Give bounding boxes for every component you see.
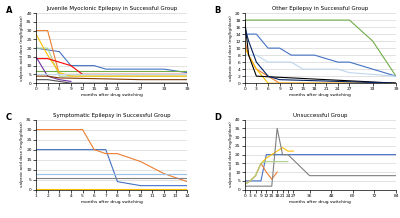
Y-axis label: valproic acid dose (mg/kg/dose): valproic acid dose (mg/kg/dose)	[229, 122, 233, 187]
Y-axis label: valproic acid dose (mg/kg/dose): valproic acid dose (mg/kg/dose)	[229, 15, 233, 81]
Title: Symptomatic Epilepsy in Successful Group: Symptomatic Epilepsy in Successful Group	[53, 113, 170, 118]
Text: D: D	[214, 112, 222, 122]
X-axis label: months after drug switching: months after drug switching	[81, 200, 142, 204]
Text: C: C	[6, 112, 12, 122]
X-axis label: months after drug switching: months after drug switching	[81, 93, 142, 97]
X-axis label: months after drug switching: months after drug switching	[290, 93, 351, 97]
Title: Juvenile Myoclonic Epilepsy in Successful Group: Juvenile Myoclonic Epilepsy in Successfu…	[46, 6, 177, 11]
Title: Unsuccessful Group: Unsuccessful Group	[293, 113, 348, 118]
Text: B: B	[214, 6, 221, 15]
Title: Other Epilepsy in Successful Group: Other Epilepsy in Successful Group	[272, 6, 368, 11]
Y-axis label: valproic acid dose (mg/kg/dose): valproic acid dose (mg/kg/dose)	[20, 122, 24, 187]
Y-axis label: valproic acid dose (mg/kg/dose): valproic acid dose (mg/kg/dose)	[20, 15, 24, 81]
Text: A: A	[6, 6, 12, 15]
X-axis label: months after drug switching: months after drug switching	[290, 200, 351, 204]
